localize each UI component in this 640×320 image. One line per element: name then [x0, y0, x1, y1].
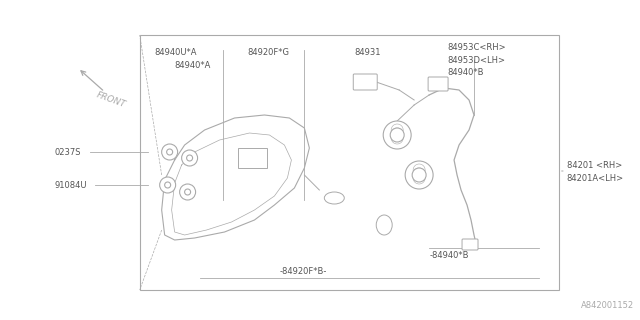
FancyBboxPatch shape — [462, 239, 478, 250]
Text: 0237S: 0237S — [55, 148, 81, 156]
Ellipse shape — [376, 215, 392, 235]
Text: FRONT: FRONT — [95, 91, 127, 109]
Text: 84953D<LH>: 84953D<LH> — [447, 55, 505, 65]
Text: 91084U: 91084U — [55, 180, 88, 189]
Text: 84201 <RH>: 84201 <RH> — [567, 161, 622, 170]
Circle shape — [391, 132, 403, 144]
Circle shape — [405, 161, 433, 189]
Circle shape — [187, 155, 193, 161]
Text: 84940*A: 84940*A — [175, 60, 211, 69]
Circle shape — [162, 144, 178, 160]
Text: A842001152: A842001152 — [580, 301, 634, 310]
Circle shape — [412, 168, 426, 182]
Circle shape — [413, 168, 425, 180]
Circle shape — [413, 172, 425, 184]
Circle shape — [391, 128, 403, 140]
Bar — [140, 35, 559, 290]
Text: 84940*B: 84940*B — [447, 68, 484, 76]
Text: -84920F*B-: -84920F*B- — [280, 268, 327, 276]
Text: 84953C<RH>: 84953C<RH> — [447, 43, 506, 52]
Ellipse shape — [324, 192, 344, 204]
Circle shape — [180, 184, 196, 200]
Circle shape — [184, 189, 191, 195]
Circle shape — [166, 149, 173, 155]
FancyBboxPatch shape — [353, 74, 377, 90]
FancyBboxPatch shape — [428, 77, 448, 91]
Text: 84201A<LH>: 84201A<LH> — [567, 173, 624, 182]
Circle shape — [390, 128, 404, 142]
Circle shape — [383, 121, 411, 149]
Circle shape — [391, 124, 403, 136]
Circle shape — [182, 150, 198, 166]
Circle shape — [413, 164, 425, 176]
Text: 84931: 84931 — [355, 47, 381, 57]
Text: -84940*B: -84940*B — [429, 251, 468, 260]
Circle shape — [159, 177, 175, 193]
Text: 84920F*G: 84920F*G — [248, 47, 289, 57]
Bar — [237, 148, 268, 168]
Circle shape — [164, 182, 171, 188]
Text: 84940U*A: 84940U*A — [155, 47, 197, 57]
